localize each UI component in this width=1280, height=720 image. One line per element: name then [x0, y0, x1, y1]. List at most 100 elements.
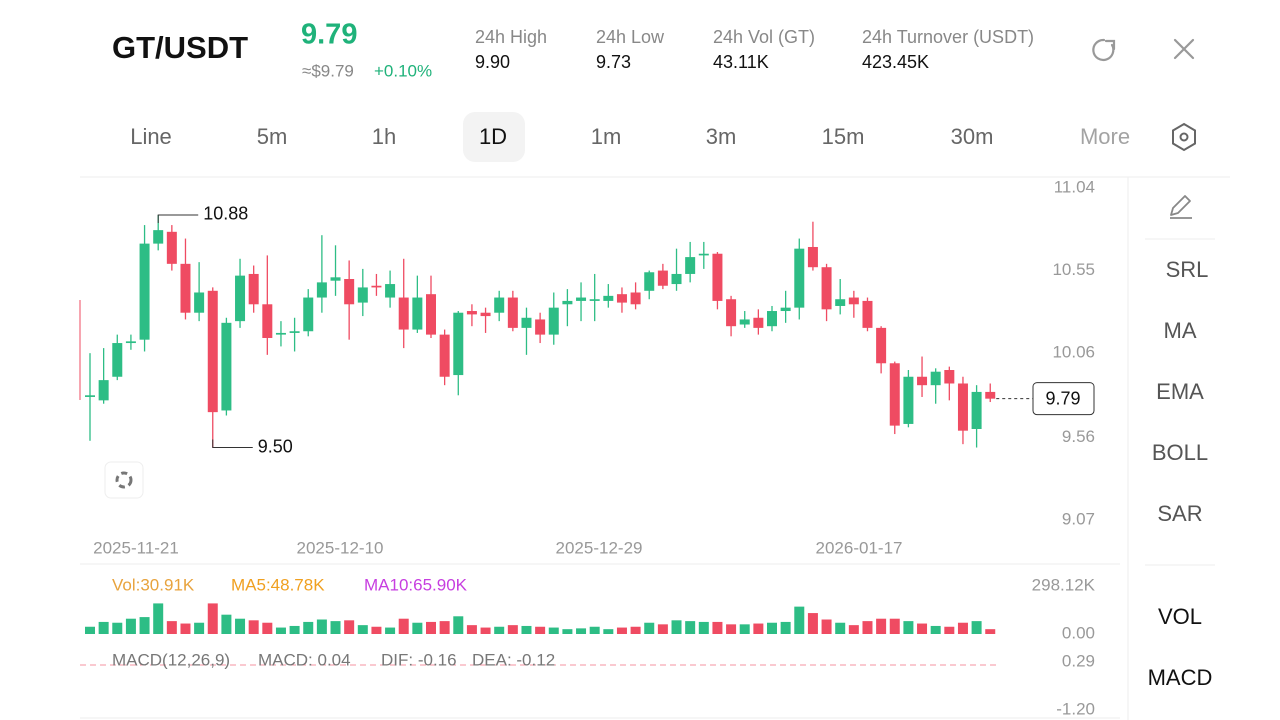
volume-bar	[480, 627, 491, 634]
volume-bar	[316, 619, 327, 634]
volume-bar	[971, 621, 982, 634]
chart-mode-button[interactable]	[104, 461, 144, 499]
usd-price: ≈$9.79	[302, 61, 354, 80]
volume-bar	[139, 617, 150, 634]
refresh-button[interactable]	[1092, 38, 1116, 62]
volume-bar	[957, 622, 968, 634]
price-change: +0.10%	[374, 61, 432, 80]
candle-body	[221, 322, 232, 411]
interval-tab[interactable]: 30m	[951, 124, 994, 149]
candle-body	[944, 370, 955, 384]
min-label: 9.50	[258, 436, 293, 456]
interval-tab[interactable]: 1m	[591, 124, 622, 149]
indicator-button[interactable]: SAR	[1157, 501, 1202, 526]
volume-bar	[344, 620, 355, 634]
volume-bar	[794, 606, 805, 634]
interval-tabs: Line 5m 1h 1D 1m 3m 15m 30m More	[130, 124, 1130, 149]
volume-bar	[125, 618, 136, 634]
volume-bar	[275, 627, 286, 634]
interval-tab[interactable]: 5m	[257, 124, 288, 149]
volume-bar	[589, 626, 600, 634]
candle-body	[671, 273, 682, 285]
interval-tab[interactable]: 1h	[372, 124, 396, 149]
candle-body	[194, 292, 205, 313]
candle-body	[521, 317, 532, 328]
volume-tick-label: 298.12K	[1032, 575, 1096, 594]
candle-body	[712, 253, 723, 301]
volume-bar	[616, 627, 627, 634]
volume-bar	[930, 625, 941, 634]
indicator-button[interactable]: MA	[1164, 318, 1197, 343]
candle-body	[903, 376, 914, 424]
candle-body	[794, 248, 805, 308]
candle-body	[985, 391, 996, 399]
candle-body	[235, 275, 246, 322]
volume-bar	[603, 629, 614, 634]
indicator-button[interactable]: BOLL	[1152, 440, 1208, 465]
indicator-sidebar: SRL MA EMA BOLL SAR VOL MACD	[1148, 257, 1213, 690]
volume-bar	[876, 618, 887, 634]
close-button[interactable]	[1173, 38, 1195, 60]
y-tick-label: 10.55	[1052, 260, 1095, 279]
indicator-button[interactable]: EMA	[1156, 379, 1204, 404]
volume-bar	[821, 619, 832, 634]
volume-bar	[330, 621, 341, 634]
candle-body	[398, 297, 409, 330]
volume-bar	[548, 627, 559, 634]
indicator-button[interactable]: MACD	[1148, 665, 1213, 690]
volume-bar	[835, 622, 846, 634]
candle-body	[248, 273, 259, 305]
candle-body	[930, 371, 941, 386]
candle-body	[371, 285, 382, 288]
candle-body	[644, 272, 655, 291]
volume-bar	[848, 625, 859, 634]
interval-tab[interactable]: More	[1080, 124, 1130, 149]
candle-body	[112, 343, 123, 377]
candle-body	[180, 263, 191, 313]
x-tick-label: 2025-12-29	[556, 538, 643, 557]
volume-bar	[112, 622, 123, 634]
volume-bar	[166, 621, 177, 634]
candle-body	[876, 327, 887, 364]
candle-body	[807, 246, 818, 268]
volume-bar	[739, 624, 750, 634]
volume-bar	[262, 622, 273, 634]
candle-body	[412, 297, 423, 330]
volume-bar	[671, 620, 682, 634]
candle-body	[535, 319, 546, 335]
volume-bar	[221, 614, 232, 634]
candle-body	[821, 267, 832, 310]
price-chart: 11.04 10.55 10.06 9.56 9.07 2025-11-21 2025-12…	[80, 177, 1096, 718]
stat-label: 24h Vol (GT)	[713, 27, 815, 47]
candle-body	[139, 243, 150, 340]
volume-bar	[944, 626, 955, 634]
settings-button[interactable]	[1172, 122, 1196, 152]
interval-tab[interactable]: 1D	[479, 124, 507, 149]
volume-bar	[194, 622, 205, 634]
candle-body	[698, 253, 709, 256]
volume-bar	[289, 625, 300, 634]
interval-tab[interactable]: Line	[130, 124, 172, 149]
interval-tab[interactable]: 15m	[822, 124, 865, 149]
candle-body	[726, 299, 737, 327]
volume-legend: Vol:30.91K	[112, 575, 195, 594]
candle-body	[767, 311, 777, 327]
indicator-button[interactable]: VOL	[1158, 604, 1202, 629]
draw-button[interactable]	[1170, 195, 1192, 219]
volume-bar	[357, 625, 368, 634]
candle-body	[166, 231, 177, 264]
volume-bar	[494, 626, 505, 634]
candle-body	[835, 299, 846, 306]
candle-body	[439, 334, 450, 377]
candle-body	[616, 294, 627, 303]
min-leader	[212, 439, 253, 449]
candle-body	[480, 312, 491, 317]
indicator-button[interactable]: SRL	[1166, 257, 1209, 282]
candle-body	[739, 319, 750, 325]
candle-body	[207, 290, 218, 413]
volume-bar	[726, 624, 737, 634]
candle-body	[385, 284, 396, 298]
candle-body	[780, 307, 791, 312]
volume-bar	[235, 618, 246, 634]
interval-tab[interactable]: 3m	[706, 124, 737, 149]
